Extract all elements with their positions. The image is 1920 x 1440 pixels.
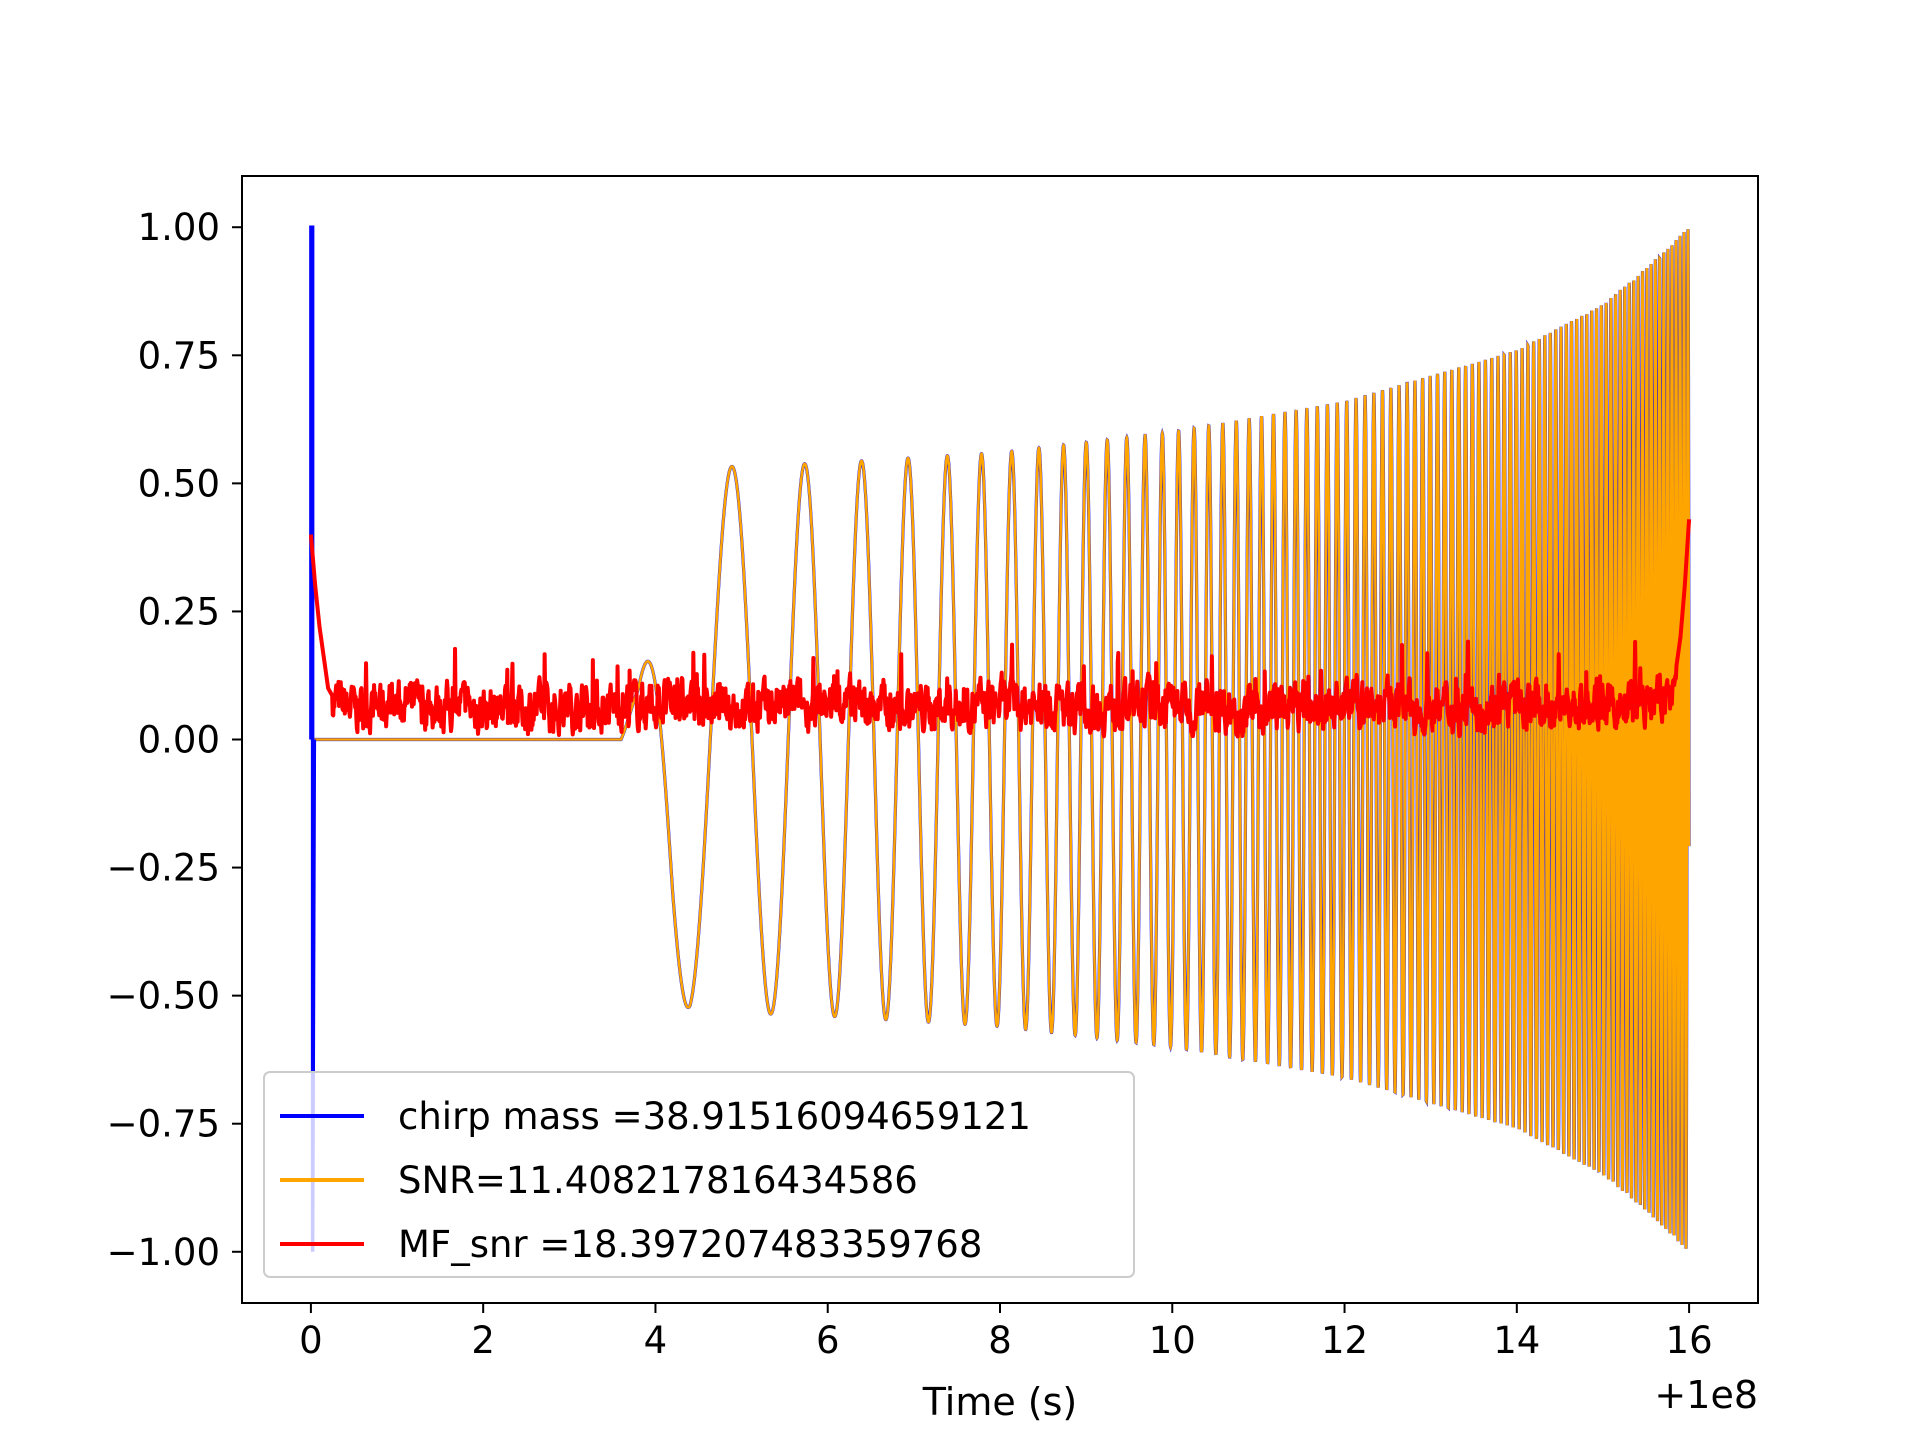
x-tick-label: 0 [299, 1319, 323, 1362]
y-tick-label: 0.50 [138, 462, 220, 505]
y-tick-label: −1.00 [107, 1231, 220, 1274]
y-tick-label: 0.00 [138, 719, 220, 762]
x-axis-ticks: 0 2 4 6 8 10 12 14 16 [299, 1303, 1713, 1362]
x-tick-label: 14 [1493, 1319, 1540, 1362]
legend: chirp mass =38.91516094659121 SNR=11.4082… [263, 1071, 1135, 1278]
x-tick-label: 6 [816, 1319, 840, 1362]
x-tick-label: 8 [988, 1319, 1012, 1362]
y-tick-label: −0.50 [107, 975, 220, 1018]
legend-label: chirp mass =38.91516094659121 [398, 1095, 1031, 1138]
y-tick-label: 1.00 [138, 206, 220, 249]
legend-label: MF_snr =18.397207483359768 [398, 1223, 982, 1266]
x-tick-label: 10 [1149, 1319, 1196, 1362]
series-layer [308, 225, 1692, 1252]
x-tick-label: 16 [1666, 1319, 1713, 1362]
x-axis-offset-label: +1e8 [1654, 1373, 1758, 1417]
series-mf-snr-line [308, 519, 1692, 739]
x-axis-label: Time (s) [922, 1380, 1078, 1424]
x-tick-label: 12 [1321, 1319, 1368, 1362]
y-tick-label: −0.75 [107, 1103, 220, 1146]
x-tick-label: 4 [644, 1319, 668, 1362]
y-tick-label: 0.25 [138, 590, 220, 633]
legend-box [263, 1071, 1135, 1278]
y-tick-label: 0.75 [138, 334, 220, 377]
legend-label: SNR=11.408217816434586 [398, 1159, 918, 1202]
y-tick-label: −0.25 [107, 847, 220, 890]
x-tick-label: 2 [471, 1319, 495, 1362]
y-axis-ticks: 1.00 0.75 0.50 0.25 0.00 −0.25 −0.50 −0.75 −1.00 [107, 206, 242, 1274]
series-snr-line [310, 229, 1691, 1249]
